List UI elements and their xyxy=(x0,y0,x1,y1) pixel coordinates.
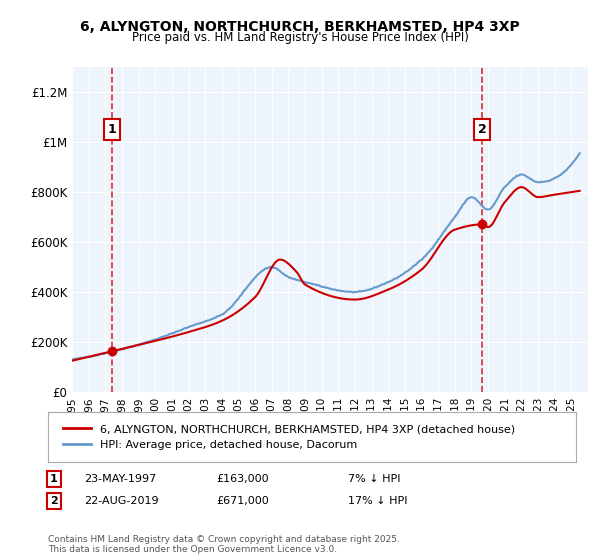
Text: 2: 2 xyxy=(50,496,58,506)
Text: 1: 1 xyxy=(50,474,58,484)
Text: 1: 1 xyxy=(107,123,116,136)
Text: 2: 2 xyxy=(478,123,487,136)
Text: 6, ALYNGTON, NORTHCHURCH, BERKHAMSTED, HP4 3XP: 6, ALYNGTON, NORTHCHURCH, BERKHAMSTED, H… xyxy=(80,20,520,34)
Text: Price paid vs. HM Land Registry's House Price Index (HPI): Price paid vs. HM Land Registry's House … xyxy=(131,31,469,44)
Text: £163,000: £163,000 xyxy=(216,474,269,484)
Text: 23-MAY-1997: 23-MAY-1997 xyxy=(84,474,156,484)
Text: 7% ↓ HPI: 7% ↓ HPI xyxy=(348,474,401,484)
Text: 22-AUG-2019: 22-AUG-2019 xyxy=(84,496,158,506)
Text: £671,000: £671,000 xyxy=(216,496,269,506)
Text: Contains HM Land Registry data © Crown copyright and database right 2025.
This d: Contains HM Land Registry data © Crown c… xyxy=(48,535,400,554)
Legend: 6, ALYNGTON, NORTHCHURCH, BERKHAMSTED, HP4 3XP (detached house), HPI: Average pr: 6, ALYNGTON, NORTHCHURCH, BERKHAMSTED, H… xyxy=(59,419,520,454)
Text: 17% ↓ HPI: 17% ↓ HPI xyxy=(348,496,407,506)
